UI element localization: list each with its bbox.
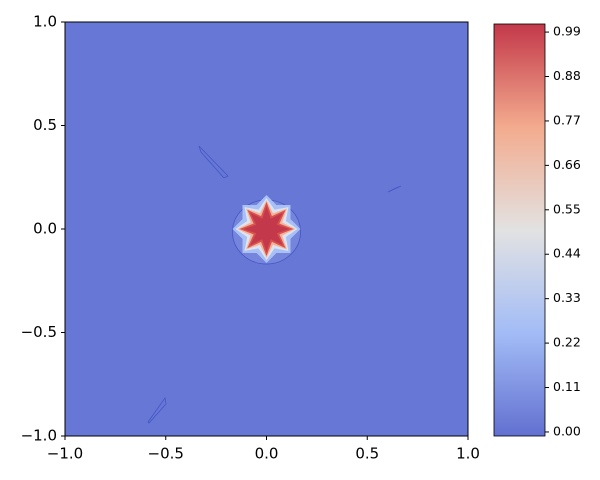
x-tick-label: 0.5 [355, 445, 379, 463]
y-tick-label: −0.5 [21, 323, 57, 341]
x-tick-label: −0.5 [148, 445, 184, 463]
colorbar-tick-label: 0.77 [553, 112, 581, 127]
x-tick-label: 1.0 [456, 445, 480, 463]
y-tick-label: 0.0 [33, 220, 57, 238]
contour-line [198, 145, 229, 179]
contour-line [147, 396, 167, 424]
y-tick-label: 0.5 [33, 116, 57, 134]
contour-line [387, 185, 402, 193]
colorbar-tick-label: 0.88 [553, 68, 581, 83]
colorbar-tick-label: 0.00 [553, 423, 581, 438]
x-tick-label: −1.0 [47, 445, 83, 463]
contour-field [147, 145, 402, 424]
colorbar [493, 23, 546, 437]
colorbar-tick-label: 0.44 [553, 246, 581, 261]
colorbar-tick-label: 0.99 [553, 24, 581, 39]
colorbar-tick-label: 0.11 [553, 379, 581, 394]
y-tick-label: 1.0 [33, 13, 57, 31]
contour-level [243, 206, 290, 252]
colorbar-tick-label: 0.55 [553, 201, 581, 216]
colorbar-tick-label: 0.33 [553, 290, 581, 305]
x-tick-label: 0.0 [255, 445, 279, 463]
colorbar-tick-label: 0.22 [553, 335, 581, 350]
colorbar-tick-label: 0.66 [553, 157, 581, 172]
y-tick-label: −1.0 [21, 427, 57, 445]
